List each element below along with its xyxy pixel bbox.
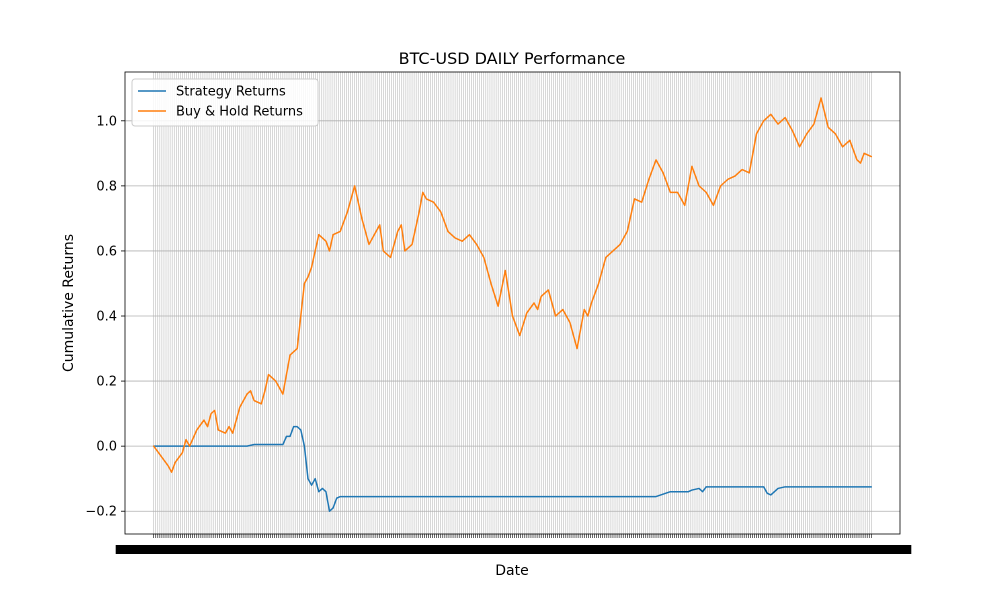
legend-label-strategy: Strategy Returns	[176, 85, 286, 100]
y-tick-marks	[121, 120, 125, 512]
y-tick-labels: −0.2 0.0 0.2 0.4 0.6 0.8 1.0	[85, 114, 117, 519]
x-axis-label: Date	[495, 563, 528, 579]
chart-title: BTC-USD DAILY Performance	[399, 49, 626, 68]
y-axis-label: Cumulative Returns	[61, 234, 77, 372]
plot-frame	[124, 71, 901, 535]
y-tick-label: 0.2	[96, 375, 117, 390]
y-tick-label: 0.4	[96, 310, 117, 325]
y-tick-label: −0.2	[85, 505, 117, 520]
vertical-gridlines	[153, 72, 872, 534]
buy-hold-returns-line	[152, 97, 873, 473]
x-tick-labels	[115, 545, 912, 554]
legend-label-buy-hold: Buy & Hold Returns	[176, 105, 303, 120]
y-tick-label: 0.6	[96, 244, 117, 259]
legend: Strategy Returns Buy & Hold Returns	[131, 78, 319, 127]
x-tick-marks	[153, 534, 872, 538]
strategy-returns-line	[152, 425, 873, 512]
legend-box	[131, 78, 319, 127]
series-lines	[152, 97, 873, 512]
y-tick-label: 0.8	[96, 179, 117, 194]
y-tick-label: 0.0	[96, 440, 117, 455]
y-tick-label: 1.0	[96, 114, 117, 129]
x-tick-labels-overlap	[115, 545, 912, 554]
